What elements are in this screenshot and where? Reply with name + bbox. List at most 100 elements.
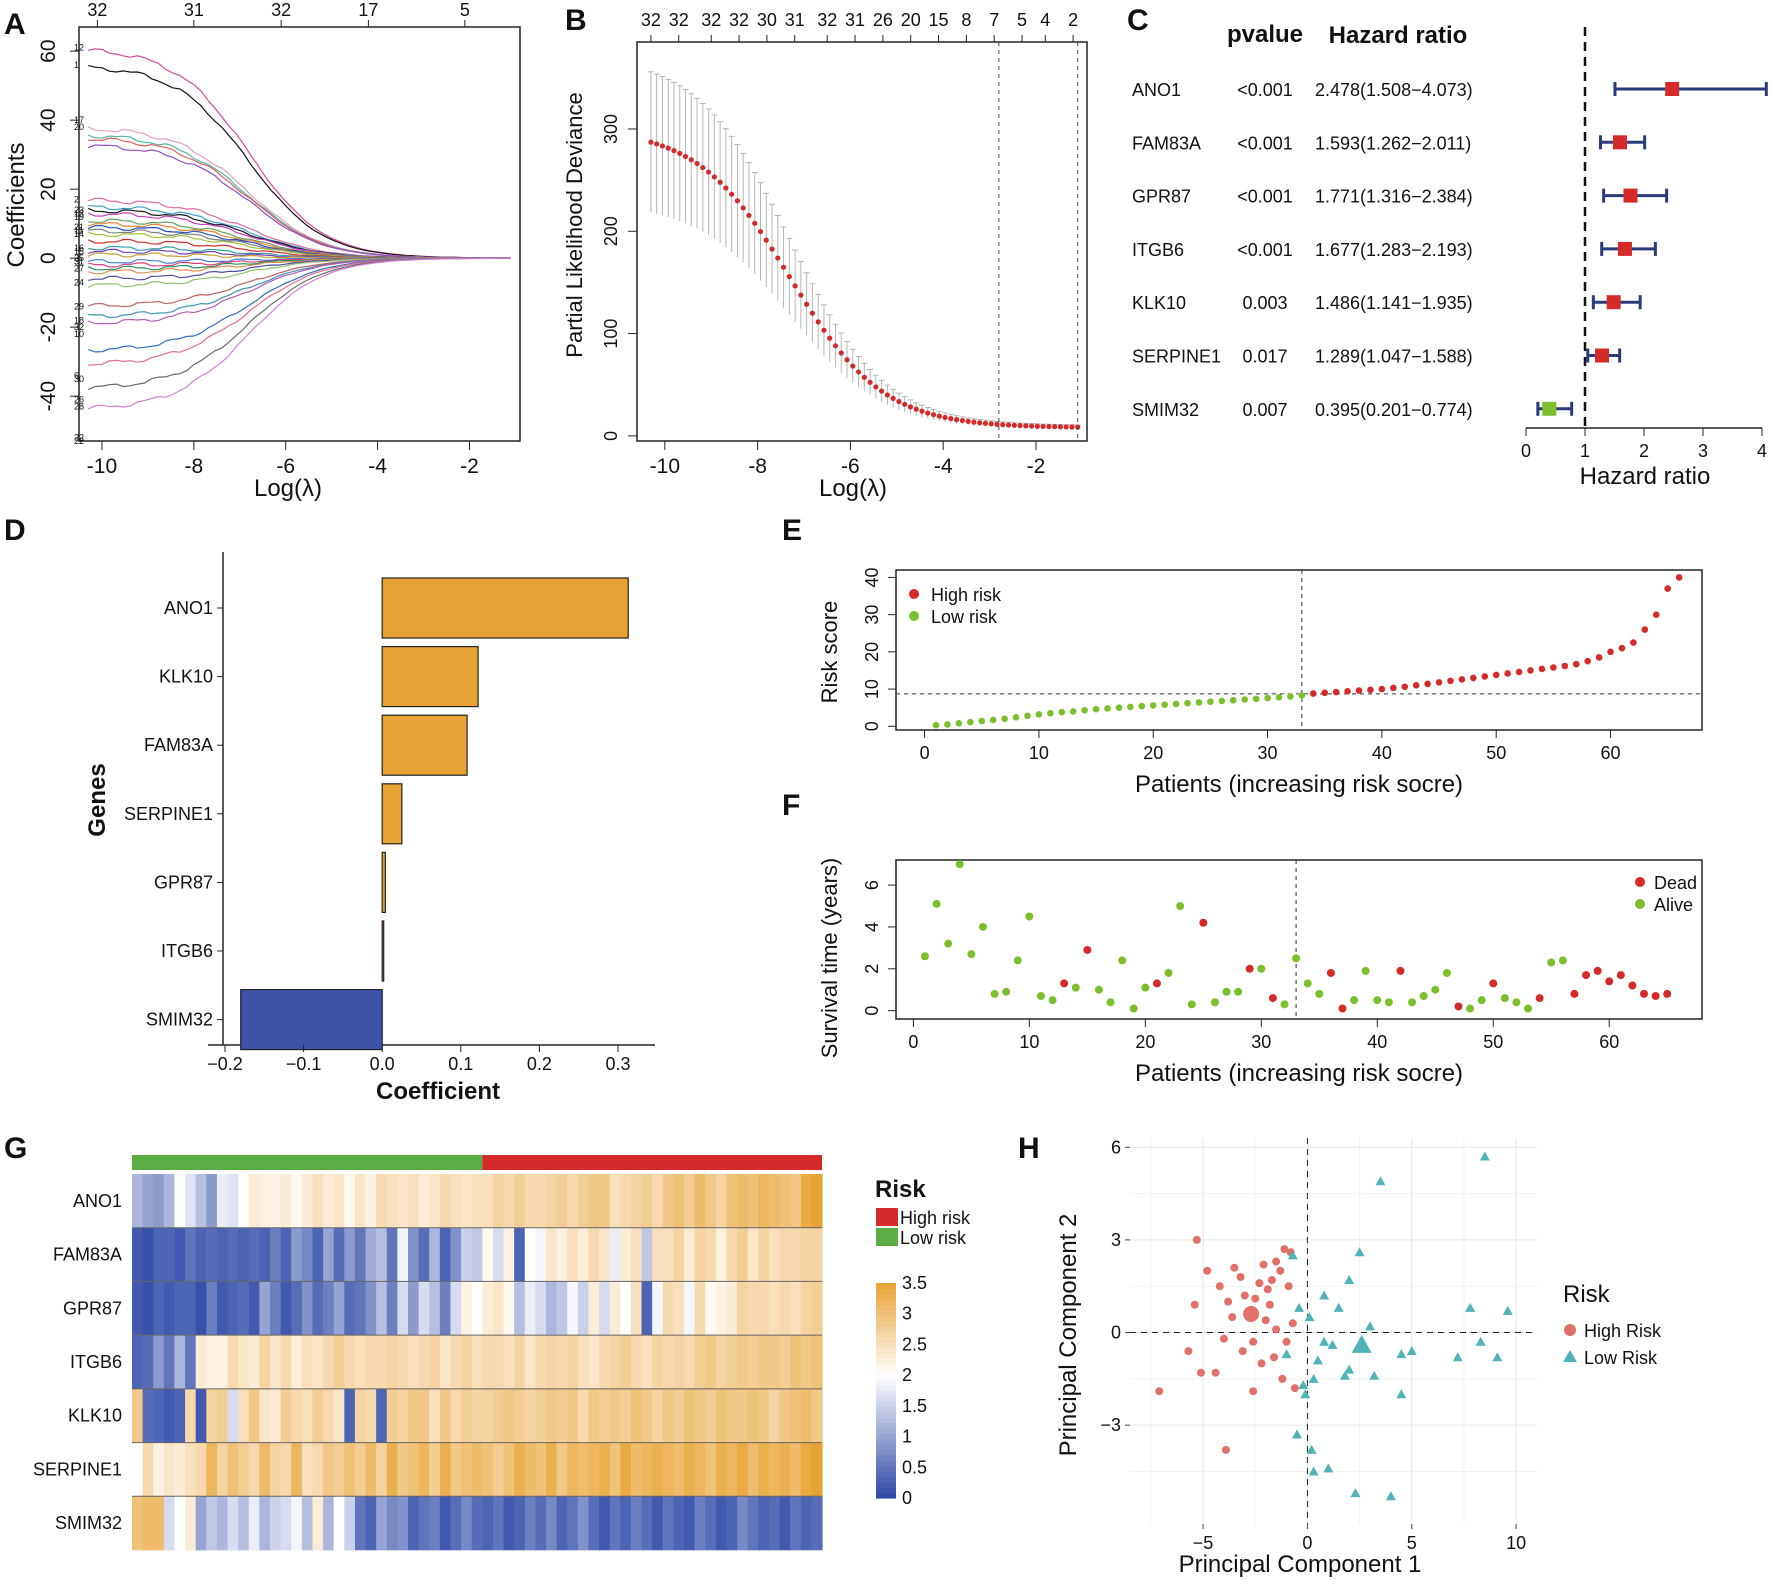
panel-g-heat-cell [344, 1281, 356, 1336]
panel-g-heat-cell [376, 1281, 388, 1336]
panel-g-scale-tick-label: 2.5 [902, 1334, 927, 1354]
panel-g-heat-cell [323, 1335, 335, 1390]
panel-e-risk-point [1584, 657, 1591, 665]
panel-g-heat-cell [737, 1174, 749, 1229]
panel-b-deviance-point [734, 198, 741, 204]
panel-g-heat-cell [153, 1496, 165, 1551]
panel-a-path-label: 23 [74, 205, 84, 215]
panel-h-high-risk-point [1278, 1374, 1287, 1383]
panel-g-heat-cell [238, 1227, 250, 1282]
panel-d-xlabel: Coefficient [376, 1078, 500, 1105]
panel-g-heat-cell [715, 1442, 728, 1497]
panel-b-deviance-point [705, 169, 712, 175]
panel-g-heat-cell [397, 1442, 409, 1497]
panel-g-heat-cell [662, 1496, 674, 1551]
panel-g-heat-cell [747, 1227, 759, 1282]
panel-g-row-label: SERPINE1 [33, 1459, 122, 1479]
panel-g-legend-low-swatch [876, 1228, 898, 1246]
panel-g-heat-cell [800, 1227, 812, 1282]
panel-g-scale-segment [876, 1401, 896, 1408]
panel-d-bar [381, 714, 468, 776]
panel-g-scale-segment [876, 1395, 896, 1402]
panel-g-heat-cell [344, 1335, 356, 1390]
panel-f-xlabel: Patients (increasing risk socre) [1135, 1060, 1463, 1087]
panel-g-heat-cell [800, 1335, 812, 1390]
panel-g-heat-cell [386, 1442, 398, 1497]
panel-e-risk-point [1367, 686, 1374, 694]
panel-b-deviance-point [659, 143, 666, 149]
panel-g-heat-cell [641, 1281, 653, 1336]
panel-g-heat-cell [312, 1496, 324, 1551]
panel-g-heat-cell [450, 1174, 462, 1229]
panel-f-patient-point [1547, 958, 1556, 967]
panel-e-risk-point [1390, 684, 1397, 692]
panel-c-x-tick-label: 1 [1580, 441, 1590, 461]
panel-e-x-tick-label: 10 [1029, 743, 1049, 763]
panel-g-heat-cell [800, 1281, 812, 1336]
panel-f-patient-point [1640, 989, 1649, 998]
panel-f-patient-point [1152, 979, 1161, 988]
panel-a-path-label: 24 [74, 277, 84, 287]
panel-g-heat-cell [185, 1174, 197, 1229]
panel-e-x-tick-label: 30 [1258, 743, 1278, 763]
panel-c-hr-text: 2.478(1.508−4.073) [1315, 80, 1473, 100]
panel-a-path-label: 31 [74, 257, 84, 267]
panel-g-heat-cell [609, 1388, 621, 1443]
panel-a-path-label: 21 [74, 222, 84, 232]
panel-c-gene-label: ANO1 [1132, 80, 1181, 100]
panel-g-heat-cell [694, 1281, 706, 1336]
panel-g-heat-cell [492, 1496, 505, 1551]
panel-h-high-risk-point [1270, 1353, 1279, 1362]
panel-g-heat-cell [238, 1496, 250, 1551]
panel-g-heat-cell [280, 1227, 292, 1282]
panel-g-heat-cell [450, 1281, 462, 1336]
panel-a-xlabel: Log(λ) [254, 475, 322, 502]
panel-f-patient-point [955, 860, 964, 869]
panel-b-deviance-point [763, 237, 769, 243]
panel-g-heat-cell [259, 1174, 271, 1229]
panel-g-heat-cell [705, 1227, 717, 1282]
panel-g-heat-cell [195, 1496, 207, 1551]
panel-a-path-label: 20 [74, 122, 84, 132]
panel-f-patient-point [1280, 1000, 1289, 1009]
panel-a-path-label: 22 [74, 433, 84, 443]
panel-g-heat-cell [641, 1227, 653, 1282]
panel-g-heat-cell [652, 1388, 664, 1443]
panel-b-deviance-point [884, 392, 890, 398]
panel-b-deviance-point [780, 264, 787, 270]
panel-d-x-tick-label: 0.3 [605, 1054, 630, 1074]
panel-f-patient-point [1222, 987, 1231, 996]
panel-e-risk-point [1161, 701, 1168, 708]
panel-g-heat-cell [609, 1335, 621, 1390]
panel-g-scale-segment [876, 1492, 896, 1499]
panel-g-heat-cell [344, 1174, 356, 1229]
panel-h-plot-area [1130, 1138, 1537, 1524]
panel-f-x-tick-label: 30 [1251, 1032, 1271, 1052]
panel-g-heat-cell [620, 1442, 632, 1497]
panel-f-patient-point [1582, 971, 1591, 980]
panel-g-heat-cell [620, 1335, 632, 1390]
panel-h-high-risk-point [1290, 1384, 1299, 1393]
panel-g-scale-tick-label: 1.5 [902, 1396, 927, 1416]
panel-c-hr-point [1623, 188, 1638, 203]
panel-g-heat-cell [429, 1174, 441, 1229]
panel-g-heat-cell [195, 1388, 207, 1443]
panel-b-deviance-point [1052, 424, 1058, 430]
panel-f-patient-point [1245, 964, 1254, 973]
panel-a-x-tick-label: -8 [185, 455, 204, 478]
panel-g-heat-cell [365, 1496, 377, 1551]
panel-c-pvalue: <0.001 [1237, 187, 1293, 207]
panel-a-path-label: 22 [74, 436, 84, 446]
panel-f-patient-point [1106, 998, 1115, 1007]
panel-g-heat-cell [556, 1227, 568, 1282]
panel-b-top-tick-label: 7 [989, 10, 999, 30]
panel-g-heat-cell [450, 1227, 462, 1282]
panel-g-heat-cell [567, 1496, 579, 1551]
panel-a-path-label: 25 [74, 253, 84, 263]
panel-g-heat-cell [174, 1227, 186, 1282]
panel-e-risk-point [1344, 688, 1351, 695]
panel-b-deviance-point [677, 150, 683, 156]
panel-f-patient-point [1083, 945, 1092, 954]
panel-g-heat-cell [567, 1442, 579, 1497]
panel-b-deviance-point [907, 404, 914, 410]
